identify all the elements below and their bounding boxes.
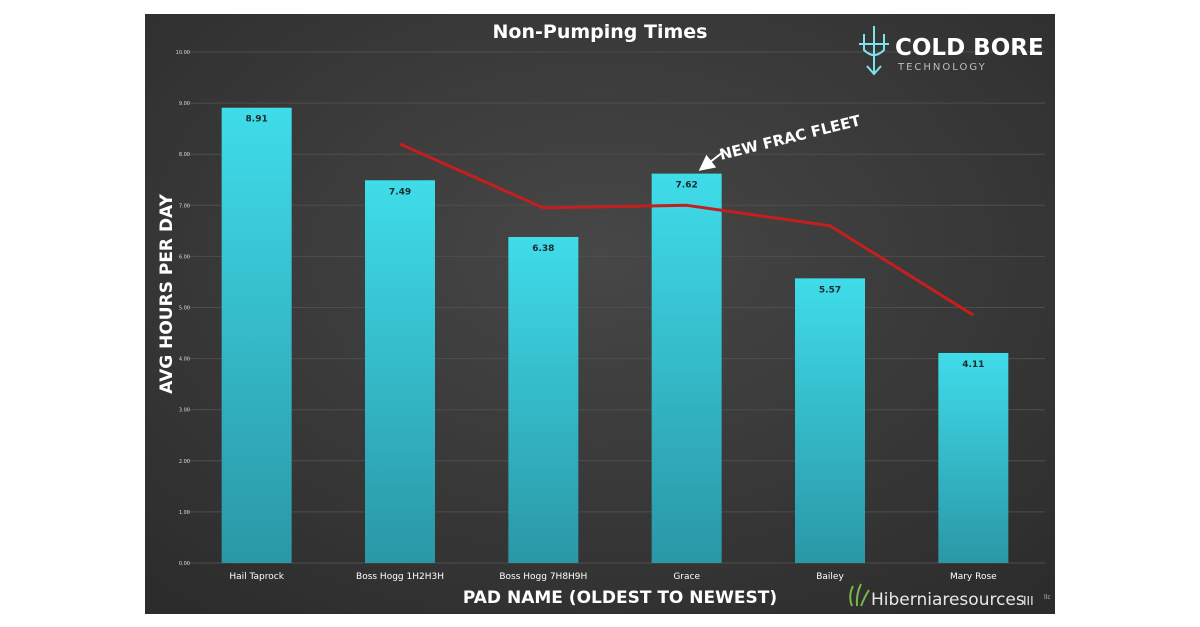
- trend-line: [399, 142, 975, 317]
- data-label: 7.62: [676, 181, 698, 191]
- x-axis-label: PAD NAME (OLDEST TO NEWEST): [463, 588, 777, 608]
- y-tick-label: 3.00: [179, 408, 190, 414]
- cold-bore-title: COLD BORE: [895, 35, 1044, 61]
- y-tick-label: 4.00: [179, 357, 190, 363]
- x-tick-label: Grace: [673, 572, 700, 582]
- chart-background: [145, 14, 1055, 614]
- x-tick-label: Boss Hogg 1H2H3H: [356, 572, 444, 582]
- bar: [508, 236, 579, 563]
- hiberniaresources-mark: llc: [1044, 594, 1051, 601]
- trident-icon: [859, 26, 889, 76]
- y-tick-label: 6.00: [179, 254, 190, 260]
- annotation-arrow: [698, 151, 724, 171]
- y-axis-label: AVG HOURS PER DAY: [157, 193, 177, 393]
- y-tick-label: 7.00: [179, 203, 190, 209]
- chart-panel: 0.00 1.00 2.00 3.00 4.00 5.00 6.00 7.00 8.00 9.00…: [145, 14, 1055, 614]
- y-tick-label: 0.00: [179, 561, 190, 567]
- chart-title: Non-Pumping Times: [493, 21, 708, 43]
- bar: [795, 278, 865, 563]
- x-tick-label: Mary Rose: [950, 572, 997, 582]
- y-tick-label: 8.00: [179, 152, 190, 158]
- x-tick-label: Boss Hogg 7H8H9H: [499, 572, 587, 582]
- bar: [365, 180, 435, 564]
- y-tick-label: 2.00: [179, 459, 190, 465]
- data-label: 5.57: [819, 285, 841, 295]
- grass-icon: [849, 583, 870, 607]
- bar-chart: 0.00 1.00 2.00 3.00 4.00 5.00 6.00 7.00 8.00 9.00…: [145, 14, 1055, 614]
- hiberniaresources-logo: Hiberniaresources III llc: [849, 583, 1051, 610]
- bar: [938, 352, 1009, 563]
- y-tick-label: 1.00: [179, 510, 190, 516]
- hiberniaresources-suffix: III: [1023, 594, 1034, 608]
- cold-bore-logo: COLD BORE TECHNOLOGY: [859, 26, 1044, 76]
- x-tick-label: Bailey: [816, 572, 844, 582]
- data-label: 4.11: [962, 360, 984, 370]
- y-tick-label: 9.00: [179, 101, 190, 107]
- cold-bore-subtitle: TECHNOLOGY: [897, 62, 987, 73]
- data-label: 8.91: [246, 115, 268, 125]
- y-tick-label: 10.00: [176, 50, 190, 56]
- hiberniaresources-name: Hiberniaresources: [871, 590, 1025, 610]
- y-tick-label: 5.00: [179, 306, 190, 312]
- data-label: 7.49: [389, 187, 411, 197]
- data-label: 6.38: [532, 244, 554, 254]
- bar: [221, 107, 292, 563]
- x-tick-label: Hail Taprock: [229, 572, 284, 582]
- bar: [651, 173, 722, 564]
